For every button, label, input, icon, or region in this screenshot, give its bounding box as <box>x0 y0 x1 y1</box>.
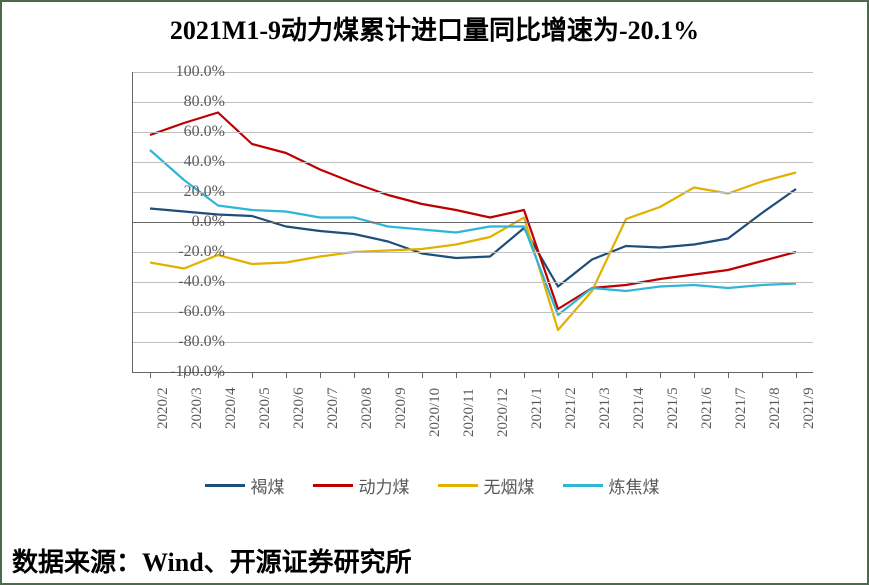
series-line <box>150 150 796 315</box>
y-tick-label: -80.0% <box>145 333 225 351</box>
x-tick <box>762 372 763 378</box>
x-tick <box>456 372 457 378</box>
x-tick <box>728 372 729 378</box>
grid-line <box>133 192 813 193</box>
x-tick-label: 2020/12 <box>495 388 512 437</box>
x-tick-label: 2020/6 <box>291 388 308 430</box>
x-tick <box>626 372 627 378</box>
x-tick-label: 2021/2 <box>563 388 580 430</box>
x-tick <box>660 372 661 378</box>
x-tick-label: 2020/11 <box>461 389 478 438</box>
legend-label: 动力煤 <box>359 478 410 497</box>
grid-line <box>133 102 813 103</box>
x-tick-label: 2021/6 <box>699 388 716 430</box>
x-tick <box>694 372 695 378</box>
legend-item: 褐煤 <box>205 473 285 498</box>
y-tick-label: -40.0% <box>145 273 225 291</box>
x-tick <box>796 372 797 378</box>
legend-swatch <box>205 484 245 487</box>
legend-item: 无烟煤 <box>438 473 535 498</box>
legend: 褐煤 动力煤 无烟煤 炼焦煤 <box>32 473 832 498</box>
x-tick <box>388 372 389 378</box>
chart-area: -100.0% -80.0% -60.0% -40.0% -20.0% 0.0% 20.0%… <box>32 62 832 492</box>
x-tick-label: 2020/4 <box>223 388 240 430</box>
grid-line <box>133 252 813 253</box>
grid-line <box>133 72 813 73</box>
series-line <box>150 113 796 310</box>
legend-swatch <box>563 484 603 487</box>
y-tick-label: -60.0% <box>145 303 225 321</box>
x-tick <box>320 372 321 378</box>
chart-title: 2021M1-9动力煤累计进口量同比增速为-20.1% <box>2 2 867 49</box>
grid-line <box>133 282 813 283</box>
grid-line <box>133 162 813 163</box>
x-tick-label: 2021/1 <box>529 388 546 430</box>
legend-label: 炼焦煤 <box>609 478 660 497</box>
x-tick-label: 2021/9 <box>801 388 818 430</box>
x-tick <box>558 372 559 378</box>
x-tick-label: 2020/10 <box>427 388 444 437</box>
legend-item: 炼焦煤 <box>563 473 660 498</box>
chart-container: 2021M1-9动力煤累计进口量同比增速为-20.1% -100.0% -80.0… <box>0 0 869 585</box>
grid-line <box>133 312 813 313</box>
x-tick-label: 2021/3 <box>597 388 614 430</box>
x-tick-label: 2020/3 <box>189 388 206 430</box>
x-tick <box>592 372 593 378</box>
x-tick-label: 2021/5 <box>665 388 682 430</box>
x-tick-label: 2020/2 <box>155 388 172 430</box>
y-tick-label: -20.0% <box>145 243 225 261</box>
x-tick <box>524 372 525 378</box>
series-line <box>150 189 796 287</box>
y-tick-label: 40.0% <box>145 153 225 171</box>
x-tick <box>286 372 287 378</box>
x-tick-label: 2020/9 <box>393 388 410 430</box>
x-tick <box>150 372 151 378</box>
x-tick-label: 2021/7 <box>733 388 750 430</box>
y-tick-label: 20.0% <box>145 183 225 201</box>
axis-zero-line <box>133 222 813 223</box>
x-tick <box>354 372 355 378</box>
x-tick-label: 2020/8 <box>359 388 376 430</box>
legend-item: 动力煤 <box>313 473 410 498</box>
x-tick <box>184 372 185 378</box>
grid-line <box>133 342 813 343</box>
plot-area: -100.0%-80.0%-60.0%-40.0%-20.0%0.0%20.0%… <box>132 72 813 373</box>
y-tick-label: 80.0% <box>145 93 225 111</box>
legend-swatch <box>438 484 478 487</box>
y-tick-label: 100.0% <box>145 63 225 81</box>
x-tick <box>252 372 253 378</box>
x-tick <box>490 372 491 378</box>
x-tick-label: 2020/7 <box>325 388 342 430</box>
data-source: 数据来源：Wind、开源证券研究所 <box>12 542 412 579</box>
x-tick <box>218 372 219 378</box>
legend-label: 褐煤 <box>251 478 285 497</box>
legend-swatch <box>313 484 353 487</box>
y-tick-label: -100.0% <box>145 363 225 381</box>
x-tick-label: 2021/4 <box>631 388 648 430</box>
y-tick-label: 0.0% <box>145 213 225 231</box>
legend-label: 无烟煤 <box>484 478 535 497</box>
y-tick-label: 60.0% <box>145 123 225 141</box>
x-tick <box>422 372 423 378</box>
x-tick-label: 2021/8 <box>767 388 784 430</box>
x-tick-label: 2020/5 <box>257 388 274 430</box>
grid-line <box>133 132 813 133</box>
